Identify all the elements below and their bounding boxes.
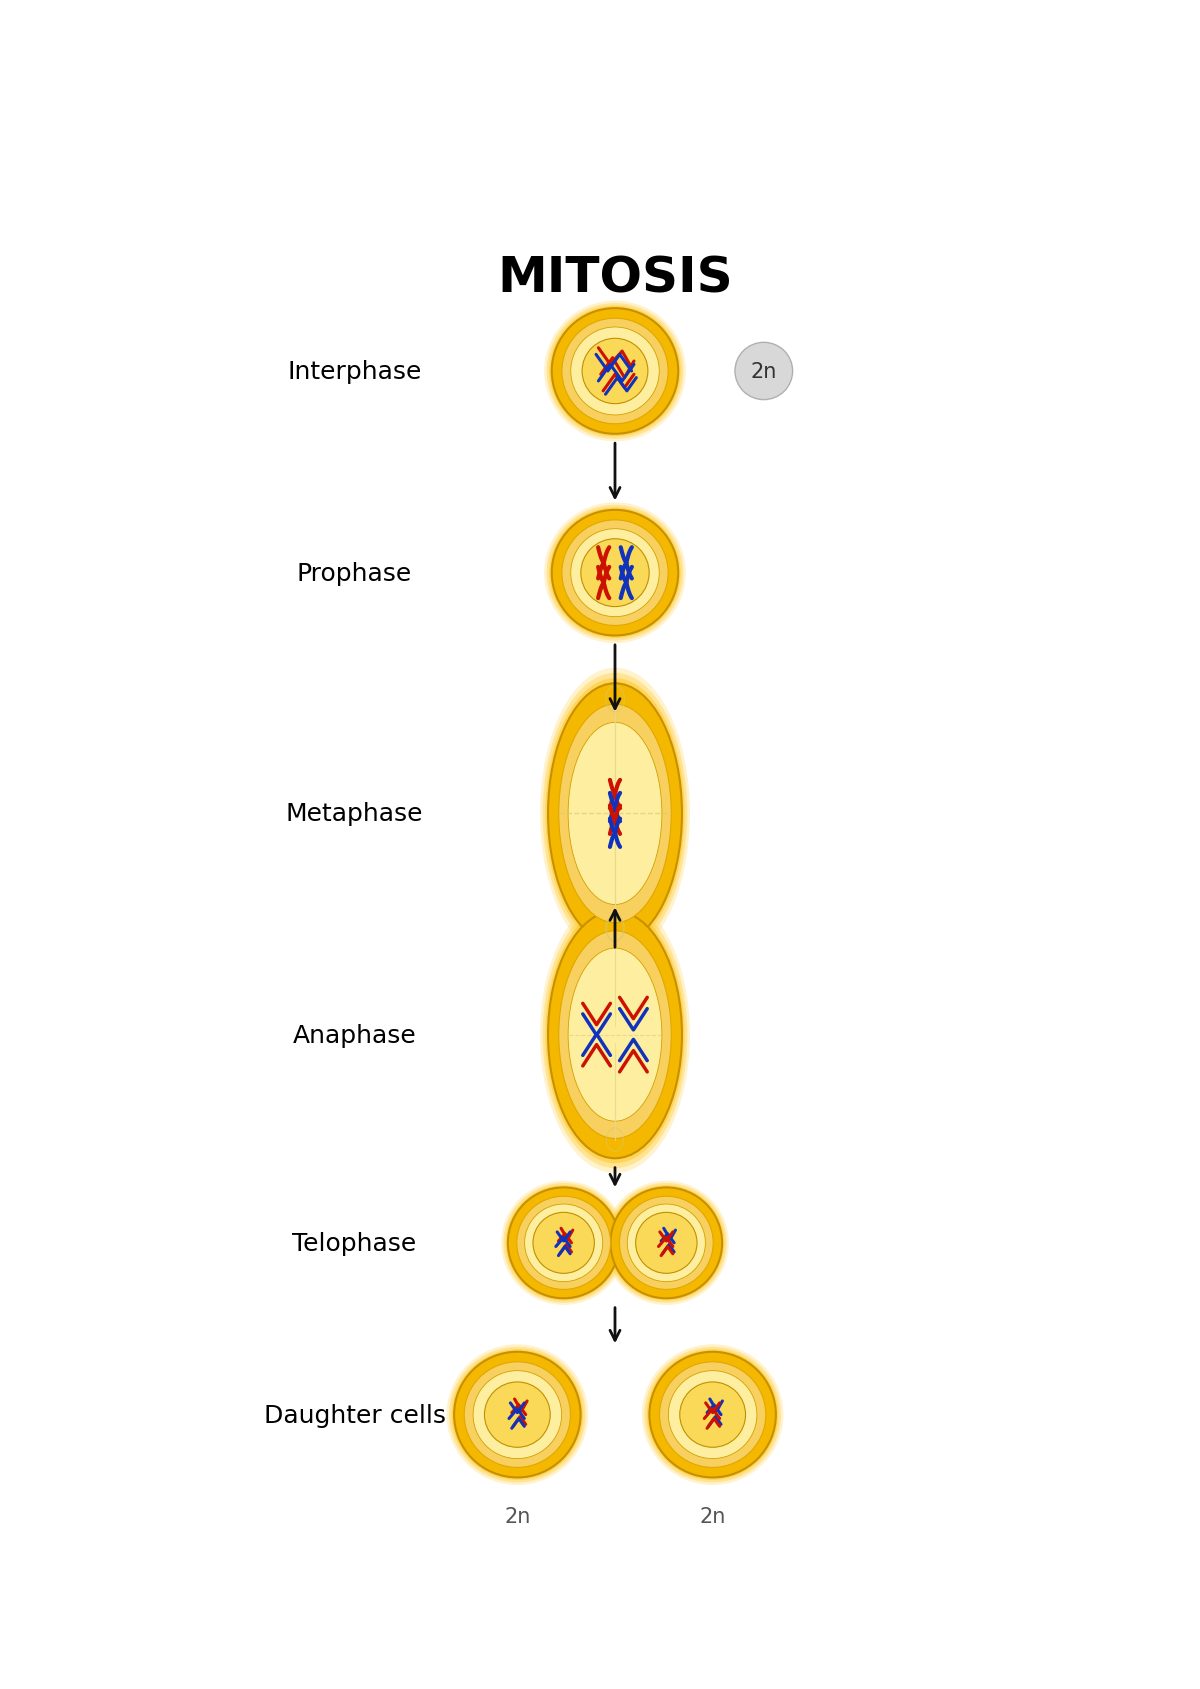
Ellipse shape	[544, 503, 686, 644]
Ellipse shape	[642, 1344, 784, 1485]
Ellipse shape	[548, 684, 682, 944]
Text: Metaphase: Metaphase	[286, 802, 424, 826]
Ellipse shape	[449, 1346, 586, 1483]
Ellipse shape	[547, 505, 683, 642]
Text: 2n: 2n	[751, 361, 776, 382]
Ellipse shape	[568, 723, 662, 905]
Ellipse shape	[679, 1382, 745, 1447]
Ellipse shape	[548, 912, 682, 1159]
Ellipse shape	[485, 1382, 551, 1447]
Ellipse shape	[636, 1213, 697, 1274]
Ellipse shape	[604, 1181, 728, 1306]
Ellipse shape	[545, 679, 685, 949]
Text: Prophase: Prophase	[296, 561, 413, 586]
Ellipse shape	[473, 1371, 562, 1459]
Ellipse shape	[647, 1350, 779, 1480]
Ellipse shape	[562, 319, 668, 424]
Ellipse shape	[542, 902, 688, 1169]
Ellipse shape	[544, 301, 686, 443]
Ellipse shape	[571, 328, 659, 415]
Text: MITOSIS: MITOSIS	[497, 255, 733, 302]
Ellipse shape	[524, 1204, 602, 1282]
Ellipse shape	[571, 529, 659, 616]
Ellipse shape	[550, 508, 680, 638]
Ellipse shape	[606, 1184, 727, 1302]
Ellipse shape	[504, 1184, 624, 1302]
Ellipse shape	[608, 1186, 725, 1301]
Ellipse shape	[540, 669, 690, 959]
Ellipse shape	[451, 1350, 583, 1480]
Ellipse shape	[542, 674, 688, 954]
Ellipse shape	[559, 931, 671, 1138]
Ellipse shape	[454, 1351, 581, 1478]
Ellipse shape	[464, 1361, 570, 1468]
Ellipse shape	[540, 897, 690, 1174]
Ellipse shape	[550, 306, 680, 437]
Text: Anaphase: Anaphase	[293, 1024, 416, 1047]
Ellipse shape	[446, 1344, 588, 1485]
Ellipse shape	[628, 1204, 706, 1282]
Ellipse shape	[545, 907, 685, 1164]
Text: 2n: 2n	[700, 1507, 726, 1527]
Ellipse shape	[649, 1351, 776, 1478]
Ellipse shape	[552, 510, 678, 637]
Ellipse shape	[502, 1181, 626, 1306]
Ellipse shape	[582, 339, 648, 404]
Text: 2n: 2n	[504, 1507, 530, 1527]
Text: Interphase: Interphase	[288, 360, 421, 383]
Ellipse shape	[644, 1346, 781, 1483]
Ellipse shape	[547, 304, 683, 439]
Text: Telophase: Telophase	[293, 1231, 416, 1255]
Ellipse shape	[619, 1196, 713, 1290]
Ellipse shape	[660, 1361, 766, 1468]
Ellipse shape	[505, 1186, 622, 1301]
Text: Daughter cells: Daughter cells	[264, 1404, 445, 1427]
Ellipse shape	[562, 520, 668, 627]
Ellipse shape	[568, 949, 662, 1121]
Ellipse shape	[668, 1371, 757, 1459]
Ellipse shape	[611, 1187, 722, 1299]
Ellipse shape	[533, 1213, 594, 1274]
Ellipse shape	[734, 343, 793, 400]
Ellipse shape	[552, 309, 678, 434]
Ellipse shape	[559, 704, 671, 924]
Ellipse shape	[517, 1196, 611, 1290]
Ellipse shape	[508, 1187, 619, 1299]
Ellipse shape	[581, 539, 649, 608]
